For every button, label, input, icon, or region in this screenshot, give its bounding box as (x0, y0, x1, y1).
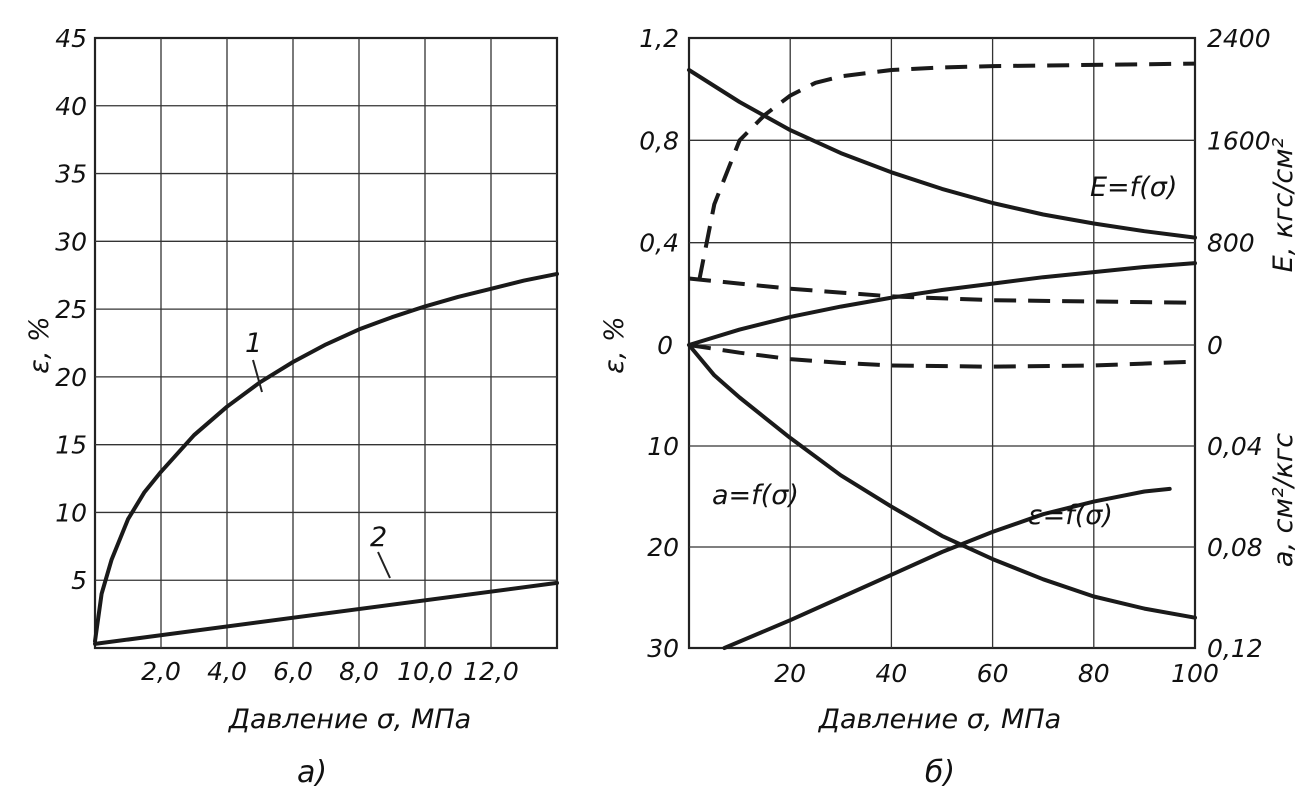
chart-b-series-label-E: E=f(σ) (1090, 172, 1177, 203)
chart-b-grid (687, 36, 1197, 650)
chart-b-x-tick: 80 (1078, 659, 1110, 688)
chart-a-series (93, 271, 559, 646)
chart-b-series-label-a: a=f(σ) (712, 480, 799, 511)
chart-a-x-tick: 6,0 (273, 657, 313, 686)
chart-b-panel-label: б) (925, 755, 955, 790)
chart-a-y-tick: 20 (55, 363, 87, 392)
chart-b-frame (687, 36, 1197, 650)
chart-b-series-label-eps: ε=f(σ) (1028, 500, 1113, 531)
chart-a-series-label-2-leader (377, 551, 391, 579)
chart-a-x-tick: 12,0 (463, 657, 519, 686)
chart-b-y-right-tick: 1600 (1207, 126, 1271, 155)
chart-b-ylabel-right-upper: E, кгс/см² (1268, 137, 1299, 272)
chart-b-y-right-tick: 2400 (1207, 24, 1271, 53)
chart-a-y-tick: 10 (55, 498, 87, 527)
chart-a-y-tick: 45 (55, 24, 87, 53)
chart-a-xlabel: Давление σ, МПа (228, 704, 471, 735)
chart-b-x-tick: 60 (977, 659, 1009, 688)
chart-a-ylabel: ε, % (24, 316, 55, 373)
chart-a-y-tick: 30 (55, 227, 87, 256)
chart-b-line-1 (687, 68, 1197, 240)
chart-b-line-7 (688, 343, 1196, 369)
chart-b-x-tick: 20 (774, 659, 806, 688)
chart-a-x-tick: 8,0 (339, 657, 379, 686)
chart-b-line-6 (688, 276, 1196, 305)
chart-a-grid (93, 36, 559, 650)
chart-b-y-right-tick: 0 (1207, 331, 1223, 360)
chart-a-x-tick: 4,0 (207, 657, 247, 686)
chart-b-y-right-tick: 800 (1207, 229, 1255, 258)
chart-a-x-tick: 10,0 (397, 657, 453, 686)
chart-a-line-2 (93, 580, 559, 646)
chart-b-y-left-tick: 20 (647, 533, 679, 562)
chart-b-line-3 (722, 486, 1172, 650)
chart-b-y-right-tick: 0,08 (1207, 533, 1263, 562)
chart-b-y-left-tick: 30 (647, 634, 679, 663)
chart-b-y-left-tick: 1,2 (639, 24, 679, 53)
chart-b-ylabel-left: ε, % (599, 316, 630, 373)
chart-b-y-right-tick: 0,04 (1207, 432, 1263, 461)
chart-b-x-tick: 40 (875, 659, 907, 688)
chart-a-y-tick: 40 (55, 92, 87, 121)
chart-b-y-left-tick: 0,8 (639, 126, 679, 155)
chart-b: 20 40 60 80 100 0 0,4 0,8 1,2 10 20 30 0 800 1600 2400 0… (599, 24, 1299, 790)
chart-a-tick-labels: 2,0 4,0 6,0 8,0 10,0 12,0 5 10 15 20 25 30 35 40 45 (55, 24, 519, 686)
chart-b-line-4 (687, 261, 1197, 347)
chart-a-y-tick: 5 (71, 566, 87, 595)
chart-b-ylabel-right-lower: a, см²/кгс (1268, 433, 1299, 567)
chart-a-line-1 (93, 271, 559, 644)
chart-a-series-label-1-leader (252, 359, 263, 393)
chart-a-y-tick: 15 (55, 431, 87, 460)
chart-b-line-2 (687, 343, 1197, 620)
chart-b-y-right-tick: 0,12 (1207, 634, 1263, 663)
chart-b-series (687, 61, 1197, 650)
chart-a-series-label-1: 1 (245, 328, 262, 359)
chart-b-x-tick: 100 (1171, 659, 1219, 688)
chart-a-frame (93, 36, 559, 650)
chart-a-series-label-2: 2 (370, 522, 387, 553)
chart-b-y-left-tick: 0,4 (639, 229, 679, 258)
chart-a-x-tick: 2,0 (141, 657, 181, 686)
chart-a-y-tick: 35 (55, 160, 87, 189)
chart-b-y-left-tick: 10 (647, 432, 679, 461)
chart-b-line-5 (697, 61, 1196, 282)
chart-a-y-tick: 25 (55, 295, 87, 324)
chart-b-tick-labels: 20 40 60 80 100 0 0,4 0,8 1,2 10 20 30 0 800 1600 2400 0… (639, 24, 1270, 688)
chart-b-y-left-tick: 0 (657, 331, 673, 360)
chart-b-xlabel: Давление σ, МПа (818, 704, 1061, 735)
chart-a-panel-label: а) (297, 755, 327, 790)
